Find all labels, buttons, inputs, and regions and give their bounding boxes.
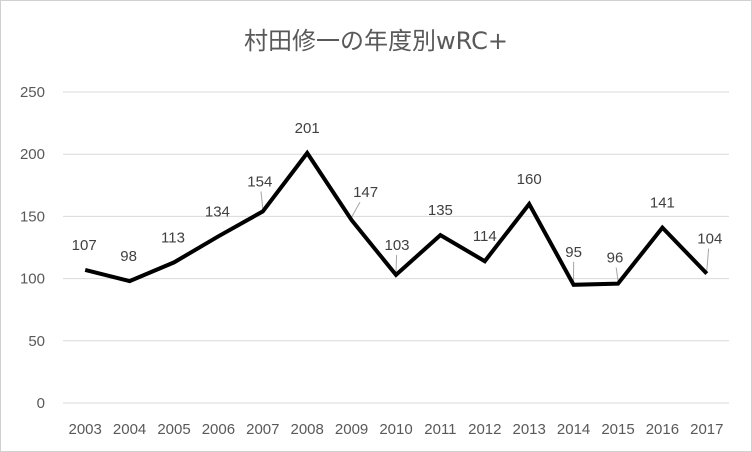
data-label: 114 <box>473 228 497 245</box>
data-label-leader <box>260 191 264 209</box>
data-label-leader <box>395 254 398 272</box>
y-tick-label: 150 <box>20 208 45 225</box>
data-label-leader-lines <box>260 191 710 282</box>
y-tick-label: 0 <box>37 395 45 412</box>
data-label: 160 <box>517 171 542 188</box>
data-label: 154 <box>247 173 272 190</box>
gridlines <box>63 91 729 404</box>
data-label: 135 <box>428 202 453 219</box>
x-tick-label: 2007 <box>246 421 279 438</box>
data-label: 113 <box>161 229 185 246</box>
data-label: 107 <box>72 237 97 254</box>
x-tick-label: 2016 <box>646 421 679 438</box>
x-tick-label: 2011 <box>424 421 456 438</box>
data-label: 147 <box>353 184 378 201</box>
x-tick-label: 2009 <box>335 421 368 438</box>
data-label: 104 <box>697 231 722 248</box>
x-axis-tick-labels: 2003 2004 2005 2006 2007 2008 2009 2010 2011 2012… <box>69 421 724 438</box>
x-tick-label: 2017 <box>690 421 723 438</box>
data-label: 134 <box>205 203 230 220</box>
y-axis-tick-labels: 0 50 100 150 200 250 <box>20 84 45 412</box>
data-label: 95 <box>565 244 582 261</box>
x-tick-label: 2003 <box>69 421 102 438</box>
data-label-leader <box>615 267 619 281</box>
series-line-layer <box>84 149 709 287</box>
x-tick-label: 2005 <box>157 421 190 438</box>
x-tick-label: 2013 <box>513 421 546 438</box>
data-label: 103 <box>384 237 409 254</box>
x-tick-label: 2012 <box>468 421 501 438</box>
data-label-leader <box>706 248 710 271</box>
x-tick-label: 2015 <box>601 421 634 438</box>
y-tick-label: 200 <box>20 146 45 163</box>
x-tick-label: 2006 <box>202 421 235 438</box>
y-tick-label: 100 <box>20 271 45 288</box>
x-tick-label: 2004 <box>113 421 146 438</box>
data-label: 201 <box>295 120 320 137</box>
data-label: 96 <box>607 250 624 267</box>
data-label: 98 <box>120 248 137 265</box>
chart-title: 村田修一の年度別wRC+ <box>244 27 508 55</box>
x-tick-label: 2014 <box>557 421 590 438</box>
data-labels: 107 98 113 134 154 201 147 103 135 114 160 95 96 141 1… <box>72 120 723 267</box>
x-tick-label: 2008 <box>291 421 324 438</box>
series-line <box>84 149 709 287</box>
data-label: 141 <box>650 195 675 212</box>
y-tick-label: 250 <box>20 84 45 101</box>
y-tick-label: 50 <box>28 333 45 350</box>
data-label-leader <box>351 201 361 218</box>
x-tick-label: 2010 <box>379 421 412 438</box>
